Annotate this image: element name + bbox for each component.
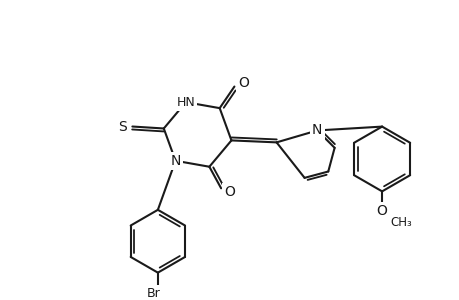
Text: O: O <box>376 204 387 218</box>
Text: O: O <box>237 76 248 90</box>
Text: O: O <box>224 185 235 199</box>
Text: Br: Br <box>147 287 161 300</box>
Text: CH₃: CH₃ <box>389 216 411 229</box>
Text: N: N <box>170 154 180 168</box>
Text: HN: HN <box>176 96 195 109</box>
Text: S: S <box>118 119 127 134</box>
Text: N: N <box>311 124 322 137</box>
